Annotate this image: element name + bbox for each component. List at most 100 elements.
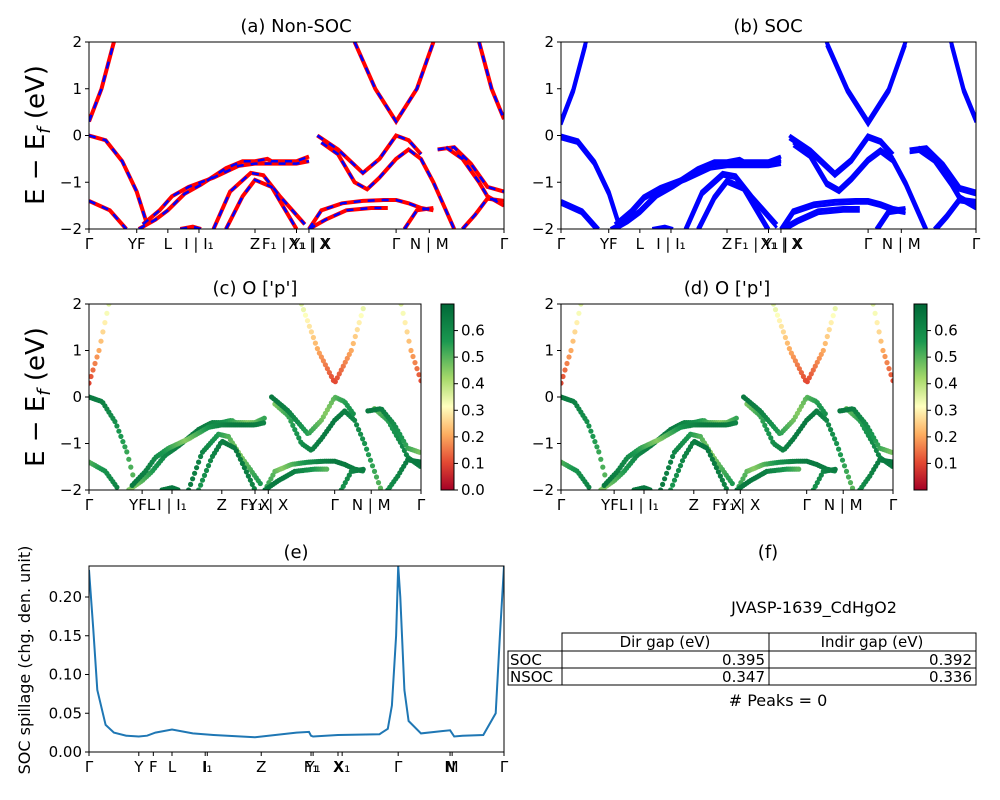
- projection-point: [288, 418, 294, 424]
- projection-point: [233, 448, 239, 454]
- projection-point: [122, 444, 128, 450]
- projection-point: [576, 310, 582, 316]
- projection-point: [590, 433, 596, 439]
- projection-point: [709, 456, 716, 462]
- projection-point: [410, 353, 416, 360]
- projection-point: [314, 346, 320, 352]
- projection-point: [647, 487, 653, 490]
- projection-point: [561, 373, 566, 380]
- projection-point: [342, 359, 348, 365]
- projection-point: [882, 353, 888, 360]
- projection-point: [112, 418, 118, 425]
- projection-point: [308, 329, 314, 335]
- projection-point: [416, 372, 421, 378]
- projection-point: [96, 347, 102, 354]
- kpoint-label-d: N | M: [824, 496, 863, 514]
- projection-point: [310, 334, 316, 341]
- band-line-soc-split: [792, 144, 927, 229]
- band-line-soc-split: [876, 209, 906, 229]
- kpoint-label-e: Γ: [394, 758, 403, 776]
- panel-f-title: (f): [758, 542, 778, 563]
- kpoint-label-e: I: [203, 758, 207, 776]
- projection-point: [762, 422, 768, 428]
- band-line-soc-split: [561, 202, 598, 229]
- projection-point: [878, 338, 884, 344]
- ytick-label-a: 1: [72, 80, 82, 98]
- ytick-label-b: 1: [544, 80, 554, 98]
- projection-point: [402, 320, 408, 326]
- band-line-soc: [561, 199, 600, 229]
- projection-point: [334, 375, 340, 381]
- projection-point: [570, 338, 576, 344]
- projection-point: [679, 458, 686, 464]
- projection-point: [302, 312, 309, 318]
- projection-point: [332, 379, 338, 385]
- projection-point: [733, 420, 739, 426]
- projection-point: [326, 370, 332, 376]
- projection-point: [889, 449, 893, 455]
- projection-point: [205, 463, 212, 469]
- kpoint-label-c: N | M: [352, 496, 391, 514]
- ytick-label-b: 0: [544, 127, 554, 145]
- projection-point: [707, 452, 714, 458]
- kpoint-label-c: YFL: [128, 496, 156, 514]
- kpoint-label-e: X₁: [334, 758, 350, 776]
- projection-point: [788, 350, 795, 356]
- kpoint-label-e: I₁: [202, 758, 212, 776]
- kpoint-label-e: M: [446, 758, 459, 776]
- projection-point: [373, 474, 380, 480]
- ytick-label-d: −2: [532, 481, 554, 499]
- projection-point: [190, 476, 196, 482]
- projection-point: [782, 334, 789, 341]
- projection-point: [666, 465, 672, 471]
- projection-point: [130, 472, 136, 478]
- kpoint-label-a: N | M: [410, 235, 449, 253]
- band-line-soc-split: [788, 136, 895, 179]
- projection-point: [360, 466, 366, 472]
- projection-point: [318, 354, 324, 360]
- projection-point: [362, 440, 368, 447]
- band-line-soc-split: [561, 44, 588, 126]
- projection-point: [889, 463, 893, 469]
- projection-point: [664, 470, 670, 476]
- projection-point: [312, 340, 318, 346]
- projection-point: [841, 463, 848, 469]
- projection-point: [806, 375, 812, 381]
- ytick-label-a: −1: [60, 173, 82, 191]
- projection-point: [352, 333, 358, 340]
- projection-point: [780, 329, 787, 335]
- kpoint-label-d: Γ: [557, 496, 566, 514]
- projection-point: [598, 456, 604, 462]
- projection-point: [186, 487, 192, 490]
- projection-point: [586, 423, 592, 429]
- band-line-nonsoc: [477, 42, 504, 120]
- kpoint-label-c: Y₁ | X: [247, 496, 288, 514]
- spillage-line: [89, 566, 504, 739]
- projection-point: [721, 481, 727, 487]
- projection-point: [845, 474, 852, 480]
- ytick-label-a: 2: [72, 33, 82, 51]
- colorbar-tick-label: 0.2: [934, 428, 958, 446]
- table-row-soc-indir: 0.392: [929, 651, 972, 669]
- kpoint-label-a: Z: [250, 235, 260, 253]
- projection-point: [203, 467, 210, 474]
- colorbar-tick-label: 0.3: [934, 401, 958, 419]
- projection-point: [417, 459, 421, 465]
- projection-point: [328, 373, 334, 380]
- projection-point: [733, 415, 739, 421]
- ytick-label-c: −2: [60, 481, 82, 499]
- projection-point: [306, 323, 312, 329]
- projection-point: [354, 327, 360, 333]
- projection-point: [340, 363, 346, 369]
- panel-e-title: (e): [283, 542, 308, 563]
- ytick-label-e: 0.15: [49, 627, 82, 645]
- projection-point: [723, 486, 729, 490]
- projection-point: [249, 481, 255, 487]
- projection-point: [760, 418, 766, 424]
- panel-a-plot: Γ YF L I | I₁ Z F₁ | Y₁ | XX₁ | X Γ N | M Γ 2 1 0 −1…: [60, 33, 509, 253]
- kpoint-label-e: Y: [133, 758, 144, 776]
- band-line-soc-split: [685, 174, 778, 229]
- band-line-nonsoc: [211, 170, 307, 229]
- band-line-nonsoc: [89, 42, 116, 123]
- projection-point: [832, 436, 838, 442]
